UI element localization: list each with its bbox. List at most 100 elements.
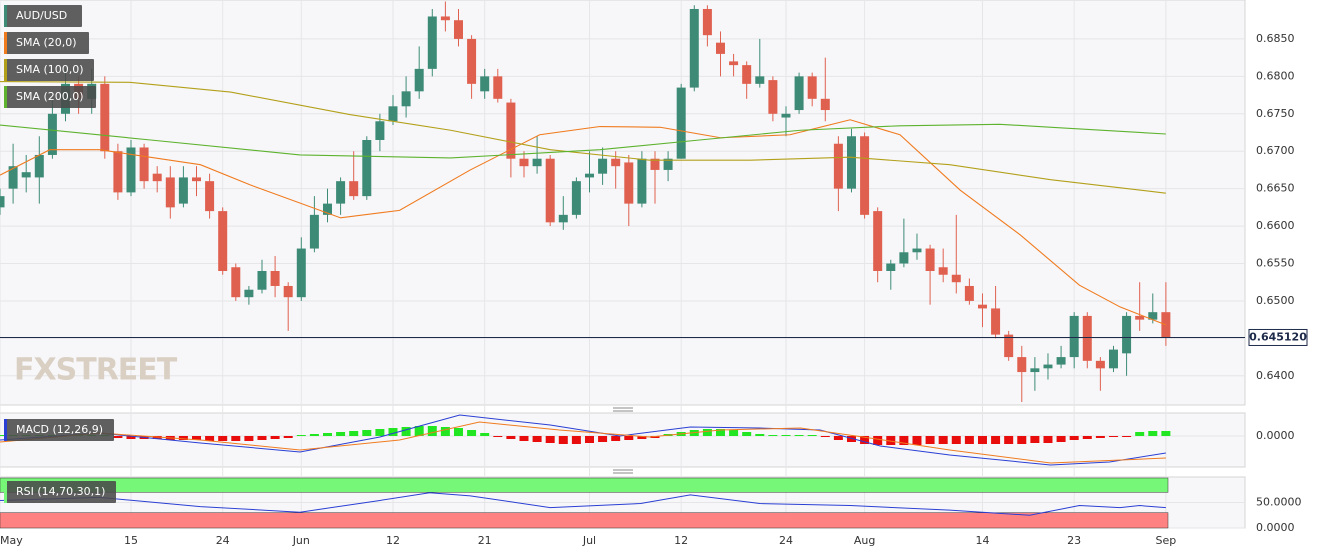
macd-histogram-bar	[938, 436, 948, 444]
legend-swatch	[4, 5, 7, 27]
macd-histogram-bar	[1161, 431, 1171, 436]
candle-body	[742, 65, 752, 84]
candle-body	[283, 285, 293, 298]
y-tick-label: 0.6850	[1256, 32, 1295, 45]
macd-histogram-bar	[925, 436, 935, 444]
legend-label: RSI (14,70,30,1)	[16, 485, 105, 498]
macd-histogram-bar	[178, 436, 188, 440]
macd-histogram-bar	[1056, 436, 1066, 442]
macd-histogram-bar	[519, 436, 529, 441]
macd-histogram-bar	[768, 435, 778, 436]
candle-body	[0, 196, 5, 208]
macd-histogram-bar	[532, 436, 542, 442]
macd-histogram-bar	[702, 429, 712, 436]
macd-histogram-bar	[951, 436, 961, 444]
candle-body	[676, 87, 686, 159]
macd-histogram-bar	[912, 436, 922, 445]
candle-body	[1148, 312, 1158, 320]
macd-histogram-bar	[846, 436, 856, 442]
candle-body	[951, 274, 961, 283]
macd-histogram-bar	[545, 436, 555, 443]
candle-body	[506, 102, 516, 159]
macd-histogram-bar	[794, 435, 804, 436]
candle-body	[925, 248, 935, 271]
candle-body	[1030, 368, 1040, 373]
macd-histogram-bar	[611, 436, 621, 441]
candle-body	[427, 16, 437, 69]
candle-body	[781, 113, 791, 118]
legend-swatch	[4, 419, 7, 441]
candle-body	[571, 181, 581, 215]
candle-body	[991, 308, 1001, 335]
candle-body	[152, 173, 162, 182]
macd-histogram-bar	[729, 430, 739, 436]
candle-body	[860, 136, 870, 215]
macd-histogram-bar	[571, 436, 581, 444]
macd-histogram-bar	[742, 432, 752, 436]
candle-body	[899, 252, 909, 264]
candle-body	[637, 158, 647, 204]
macd-histogram-bar	[1108, 436, 1118, 437]
macd-histogram-bar	[1004, 436, 1014, 444]
candle-body	[729, 61, 739, 66]
legend-label: AUD/USD	[16, 9, 67, 22]
candle-body	[768, 80, 778, 114]
x-tick-label: 23	[1067, 534, 1081, 547]
candle-body	[1108, 349, 1118, 369]
y-tick-label: 0.6800	[1256, 69, 1295, 82]
macd-histogram-bar	[807, 435, 817, 436]
legend-swatch	[4, 32, 7, 54]
macd-histogram-bar	[296, 435, 306, 436]
last-price-label: 0.645120	[1249, 330, 1307, 343]
candle-body	[467, 38, 477, 84]
legend-box	[4, 481, 116, 503]
macd-histogram-bar	[467, 430, 477, 436]
candle-body	[309, 214, 319, 249]
candle-body	[336, 181, 346, 204]
y-tick-label: 0.6700	[1256, 144, 1295, 157]
legend-box	[4, 59, 94, 81]
candle-body	[178, 177, 188, 204]
candle-body	[1017, 357, 1027, 373]
candle-body	[755, 76, 765, 84]
macd-histogram-bar	[1135, 432, 1145, 436]
candle-body	[545, 158, 555, 223]
macd-histogram-bar	[1122, 436, 1132, 437]
candle-body	[938, 267, 948, 275]
macd-histogram-bar	[113, 436, 123, 438]
x-tick-label: 21	[478, 534, 492, 547]
candle-body	[807, 76, 817, 99]
candle-body	[912, 248, 922, 253]
candle-body	[833, 143, 843, 189]
candle-body	[689, 8, 699, 88]
candle-body	[1082, 315, 1092, 361]
macd-histogram-bar	[191, 436, 201, 440]
y-tick-label: 50.0000	[1256, 496, 1302, 509]
candle-body	[165, 177, 175, 208]
macd-histogram-bar	[453, 428, 463, 436]
candle-body	[349, 181, 359, 197]
candle-body	[1056, 357, 1066, 365]
legend-swatch	[4, 481, 7, 503]
x-tick-label: 24	[216, 534, 230, 547]
candle-body	[375, 121, 385, 140]
macd-histogram-bar	[1043, 436, 1053, 443]
x-tick-label: 14	[975, 534, 989, 547]
macd-histogram-bar	[427, 426, 437, 436]
macd-histogram-bar	[205, 436, 215, 441]
overbought-zone	[0, 477, 1169, 493]
legend-swatch	[4, 59, 7, 81]
candle-body	[270, 270, 280, 286]
macd-histogram-bar	[584, 436, 594, 443]
macd-histogram-bar	[873, 436, 883, 445]
candle-body	[401, 91, 411, 107]
macd-histogram-bar	[322, 433, 332, 436]
macd-histogram-bar	[388, 428, 398, 436]
macd-histogram-bar	[336, 432, 346, 436]
candle-body	[1004, 334, 1014, 358]
marks	[0, 1, 1245, 529]
x-tick-label: 24	[779, 534, 793, 547]
candle-body	[1095, 360, 1105, 369]
line-series	[0, 81, 1166, 194]
legend-box	[4, 32, 89, 54]
